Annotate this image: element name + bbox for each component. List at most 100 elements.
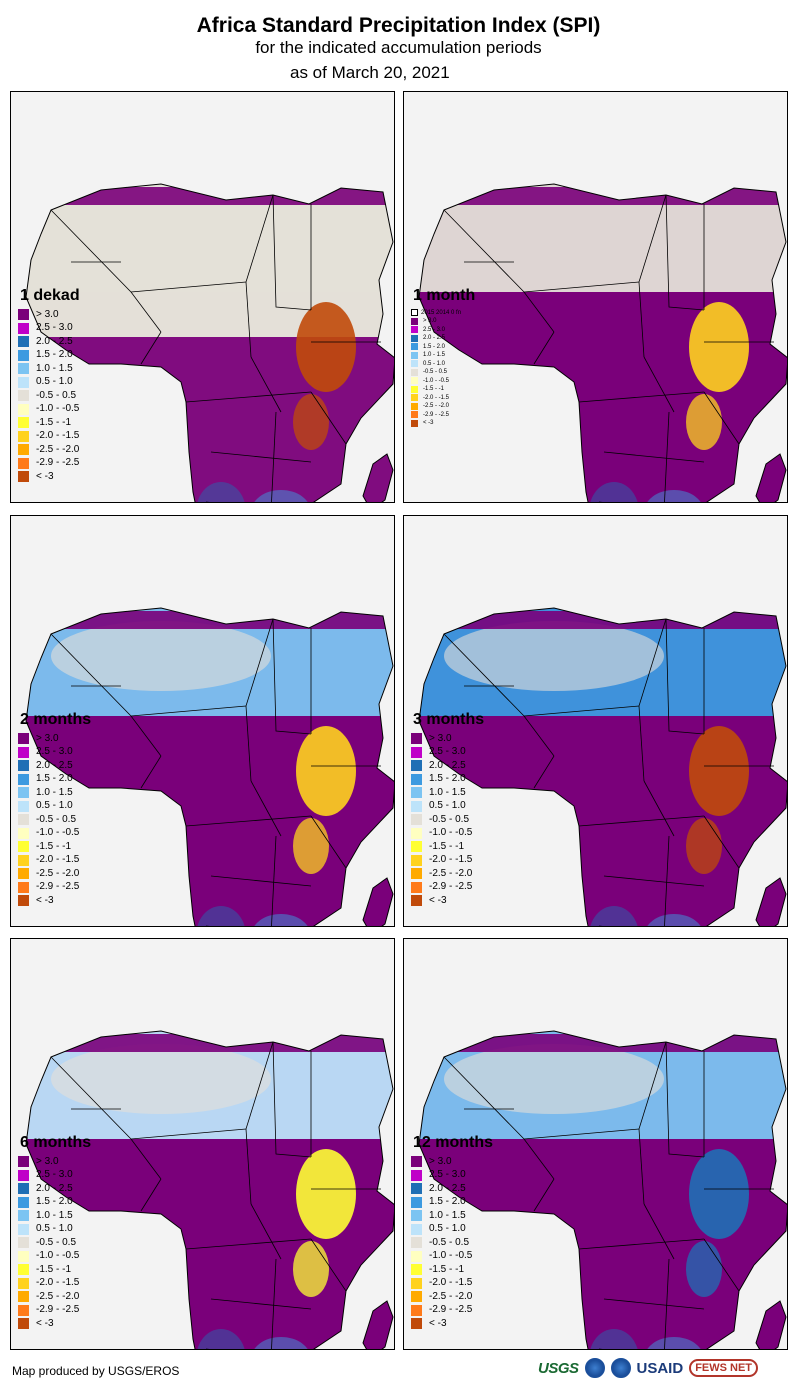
legend-item: < -3 — [18, 1317, 79, 1331]
legend-item: 1.0 - 1.5 — [18, 362, 79, 376]
legend-label: -2.9 - -2.5 — [423, 411, 450, 418]
legend-item: -1.0 - -0.5 — [411, 1250, 472, 1264]
legend-label: 1.0 - 1.5 — [423, 352, 446, 359]
legend-item: 2.0 - 2.5 — [18, 759, 79, 773]
legend-label: 0.5 - 1.0 — [36, 1223, 73, 1235]
legend-swatch — [18, 457, 29, 469]
legend-swatch — [411, 419, 418, 427]
legend-swatch — [18, 336, 29, 348]
legend-swatch — [411, 814, 422, 826]
legend-swatch — [411, 1169, 422, 1181]
legend-label: 2.0 - 2.5 — [429, 1182, 466, 1194]
legend-swatch — [18, 841, 29, 853]
legend-label: > 3.0 — [429, 1155, 452, 1167]
usgs-logo: USGS — [538, 1359, 579, 1377]
legend-swatch — [18, 1277, 29, 1289]
usaid-logo: USAID — [636, 1359, 684, 1377]
legend-label: > 3.0 — [423, 318, 437, 325]
legend-item: 1.0 - 1.5 — [411, 786, 472, 800]
legend-label: -2.5 - -2.0 — [429, 1290, 473, 1302]
legend-label: > 3.0 — [36, 732, 59, 744]
legend-label: 0.5 - 1.0 — [423, 360, 446, 367]
legend-item: 2.5 - 3.0 — [411, 746, 472, 760]
spi-legend: > 3.0 2.5 - 3.0 2.0 - 2.5 1.5 - 2.0 1.0 - 1.… — [411, 1155, 472, 1331]
legend-swatch — [18, 1196, 29, 1208]
africa-map — [11, 939, 394, 1349]
legend-label: 2.5 - 3.0 — [36, 746, 73, 758]
map-subtitle: for the indicated accumulation periods — [255, 38, 542, 57]
legend-label: -1.5 - -1 — [36, 840, 72, 852]
legend-label: 1.0 - 1.5 — [429, 1209, 466, 1221]
legend-label: > 3.0 — [36, 1155, 59, 1167]
legend-item: -2.0 - -1.5 — [411, 394, 461, 403]
legend-item: -2.9 - -2.5 — [18, 881, 79, 895]
legend-item: -2.9 - -2.5 — [411, 881, 472, 895]
legend-swatch — [411, 1223, 422, 1235]
period-label: 3 months — [413, 711, 485, 728]
legend-label: < -3 — [423, 420, 434, 427]
legend-label: -2.9 - -2.5 — [36, 457, 80, 469]
legend-label: -0.5 - 0.5 — [36, 813, 77, 825]
legend-label: 2.5 - 3.0 — [36, 1169, 73, 1181]
legend-label: -1.5 - -1 — [423, 386, 445, 393]
legend-label: 1.0 - 1.5 — [36, 1209, 73, 1221]
legend-item: -2.5 - -2.0 — [411, 1290, 472, 1304]
legend-item: -2.5 - -2.0 — [18, 443, 79, 457]
legend-swatch — [411, 773, 422, 785]
legend-label: 2.5 - 3.0 — [429, 746, 466, 758]
legend-swatch — [18, 733, 29, 745]
africa-map — [11, 92, 394, 502]
legend-swatch — [411, 1264, 422, 1276]
legend-item: -1.0 - -0.5 — [18, 1250, 79, 1264]
legend-swatch — [18, 1169, 29, 1181]
legend-item: 0.5 - 1.0 — [18, 376, 79, 390]
legend-swatch — [18, 814, 29, 826]
legend-swatch — [411, 895, 422, 907]
spi-map-panel-3-months: 3 months > 3.0 2.5 - 3.0 2.0 - 2.5 1.5 - 2.0… — [403, 515, 788, 927]
legend-swatch — [18, 376, 29, 388]
legend-item: 2.0 - 2.5 — [411, 334, 461, 343]
legend-label: -2.5 - -2.0 — [36, 1290, 80, 1302]
spi-legend: > 3.0 2.5 - 3.0 2.0 - 2.5 1.5 - 2.0 1.0 - 1.… — [18, 732, 79, 908]
legend-label: > 3.0 — [36, 308, 59, 320]
legend-item: -2.0 - -1.5 — [411, 1277, 472, 1291]
legend-label: -2.5 - -2.0 — [36, 867, 80, 879]
legend-item: 1.0 - 1.5 — [411, 1209, 472, 1223]
legend-label: -1.0 - -0.5 — [36, 1250, 80, 1262]
legend-swatch — [411, 787, 422, 799]
legend-swatch — [18, 787, 29, 799]
legend-label: -2.0 - -1.5 — [429, 854, 473, 866]
legend-label: 2.0 - 2.5 — [36, 335, 73, 347]
legend-swatch — [18, 322, 29, 334]
legend-label: -2.0 - -1.5 — [36, 1277, 80, 1289]
spi-map-panel-6-months: 6 months > 3.0 2.5 - 3.0 2.0 - 2.5 1.5 - 2.0… — [10, 938, 395, 1350]
legend-swatch — [18, 390, 29, 402]
legend-label: 2.5 - 3.0 — [36, 322, 73, 334]
africa-map — [404, 516, 787, 926]
legend-label: -2.5 - -2.0 — [429, 867, 473, 879]
legend-item: -1.0 - -0.5 — [18, 403, 79, 417]
africa-map — [404, 939, 787, 1349]
legend-swatch — [18, 349, 29, 361]
legend-item: < -3 — [411, 1317, 472, 1331]
legend-swatch — [411, 1237, 422, 1249]
legend-label: 1.0 - 1.5 — [429, 786, 466, 798]
legend-swatch — [411, 1183, 422, 1195]
legend-swatch — [411, 881, 422, 893]
legend-item: -2.5 - -2.0 — [18, 867, 79, 881]
legend-swatch — [411, 368, 418, 376]
legend-swatch — [411, 326, 418, 334]
legend-item: 0.5 - 1.0 — [411, 360, 461, 369]
legend-label: -2.0 - -1.5 — [429, 1277, 473, 1289]
legend-item: 1.5 - 2.0 — [411, 773, 472, 787]
legend-swatch — [411, 385, 418, 393]
spi-legend: 2015 2014 0 fn > 3.0 2.5 - 3.0 2.0 - 2.5 1.5… — [411, 308, 461, 428]
legend-label: 2.0 - 2.5 — [423, 335, 446, 342]
legend-label: 2.0 - 2.5 — [36, 1182, 73, 1194]
legend-item: 1.5 - 2.0 — [411, 1196, 472, 1210]
spi-map-panel-1-dekad: 1 dekad > 3.0 2.5 - 3.0 2.0 - 2.5 1.5 - 2.0 1… — [10, 91, 395, 503]
legend-label: -1.0 - -0.5 — [423, 377, 450, 384]
legend-item: 0.5 - 1.0 — [411, 1223, 472, 1237]
footer-credit: Map produced by USGS/EROS — [12, 1364, 180, 1378]
legend-item: -2.5 - -2.0 — [18, 1290, 79, 1304]
